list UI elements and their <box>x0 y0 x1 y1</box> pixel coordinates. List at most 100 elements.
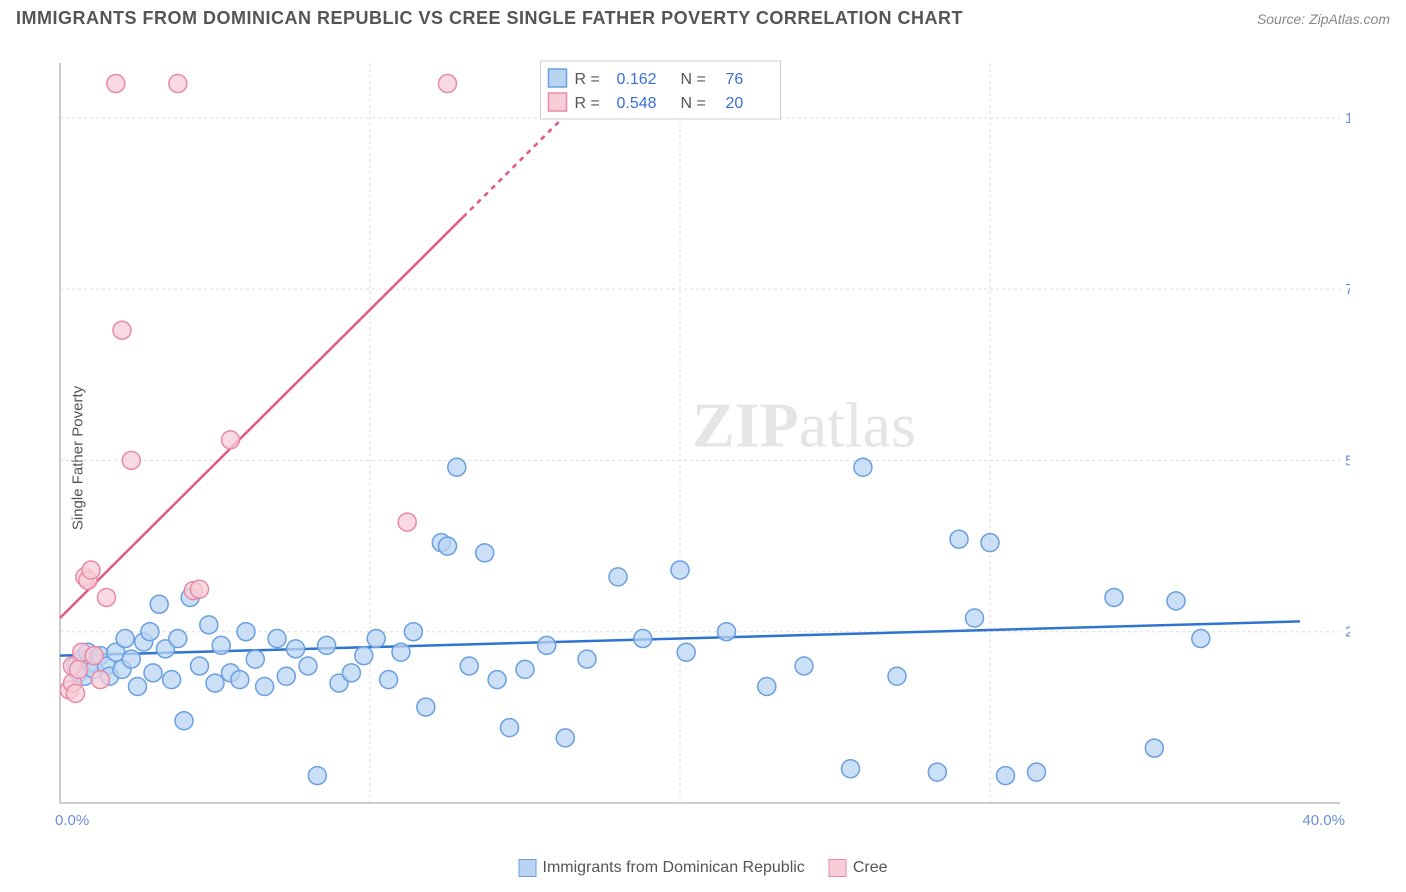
data-point <box>169 630 187 648</box>
source-attribution: Source: ZipAtlas.com <box>1257 11 1390 27</box>
legend-swatch <box>549 93 567 111</box>
data-point <box>318 636 336 654</box>
data-point <box>206 674 224 692</box>
data-point <box>981 534 999 552</box>
data-point <box>367 630 385 648</box>
data-point <box>212 636 230 654</box>
data-point <box>1028 763 1046 781</box>
data-point <box>342 664 360 682</box>
chart-title: IMMIGRANTS FROM DOMINICAN REPUBLIC VS CR… <box>16 8 963 29</box>
data-point <box>501 719 519 737</box>
data-point <box>1167 592 1185 610</box>
data-point <box>82 561 100 579</box>
data-point <box>1192 630 1210 648</box>
legend-r-value: 0.548 <box>617 95 657 112</box>
legend-item: Immigrants from Dominican Republic <box>519 859 805 877</box>
data-point <box>677 643 695 661</box>
data-point <box>795 657 813 675</box>
data-point <box>578 650 596 668</box>
legend-n-value: 76 <box>726 71 744 88</box>
scatter-plot: ZIPatlas 25.0% 50.0% 75.0% 100.0% 0.0% 40.0% R … <box>50 43 1350 833</box>
data-point <box>966 609 984 627</box>
data-point <box>842 760 860 778</box>
data-point <box>122 451 140 469</box>
y-tick-label: 25.0% <box>1345 624 1350 641</box>
data-point <box>70 660 88 678</box>
data-point <box>287 640 305 658</box>
data-point <box>380 671 398 689</box>
legend-r-label: R = <box>575 71 600 88</box>
data-point <box>107 75 125 93</box>
data-point <box>488 671 506 689</box>
data-point <box>671 561 689 579</box>
legend-n-label: N = <box>681 95 706 112</box>
data-point <box>718 623 736 641</box>
legend-r-label: R = <box>575 95 600 112</box>
data-point <box>175 712 193 730</box>
data-point <box>392 643 410 661</box>
data-point <box>404 623 422 641</box>
data-point <box>129 678 147 696</box>
data-point <box>113 321 131 339</box>
data-point <box>355 647 373 665</box>
data-point <box>634 630 652 648</box>
y-tick-label: 50.0% <box>1345 452 1350 469</box>
data-point <box>417 698 435 716</box>
data-point <box>1145 739 1163 757</box>
legend-r-value: 0.162 <box>617 71 657 88</box>
data-point <box>163 671 181 689</box>
y-tick-label: 100.0% <box>1345 110 1350 127</box>
data-point <box>516 660 534 678</box>
data-point <box>141 623 159 641</box>
legend-label: Cree <box>853 859 888 876</box>
data-point <box>150 595 168 613</box>
data-point <box>91 671 109 689</box>
data-point <box>237 623 255 641</box>
data-point <box>398 513 416 531</box>
data-point <box>200 616 218 634</box>
data-point <box>144 664 162 682</box>
x-tick-label: 0.0% <box>55 812 89 829</box>
legend-item: Cree <box>829 859 888 877</box>
y-tick-label: 75.0% <box>1345 281 1350 298</box>
legend-label: Immigrants from Dominican Republic <box>543 859 805 876</box>
data-point <box>950 530 968 548</box>
legend-n-label: N = <box>681 71 706 88</box>
data-point <box>758 678 776 696</box>
data-point <box>997 767 1015 785</box>
data-point <box>439 537 457 555</box>
x-tick-label: 40.0% <box>1302 812 1345 829</box>
data-point <box>122 650 140 668</box>
data-point <box>169 75 187 93</box>
data-point <box>231 671 249 689</box>
data-point <box>928 763 946 781</box>
data-point <box>67 684 85 702</box>
data-point <box>191 657 209 675</box>
data-point <box>222 431 240 449</box>
watermark: ZIPatlas <box>692 390 916 461</box>
data-point <box>299 657 317 675</box>
data-point <box>556 729 574 747</box>
data-point <box>191 580 209 598</box>
legend-swatch <box>829 859 847 877</box>
data-point <box>888 667 906 685</box>
data-point <box>308 767 326 785</box>
data-point <box>854 458 872 476</box>
data-point <box>538 636 556 654</box>
data-point <box>85 647 103 665</box>
data-point <box>609 568 627 586</box>
data-point <box>98 588 116 606</box>
data-point <box>116 630 134 648</box>
data-point <box>476 544 494 562</box>
data-point <box>256 678 274 696</box>
data-point <box>448 458 466 476</box>
data-point <box>1105 588 1123 606</box>
data-point <box>439 75 457 93</box>
bottom-legend: Immigrants from Dominican Republic Cree <box>519 859 888 877</box>
chart-container: Single Father Poverty ZIPatlas25.0%50.0%… <box>0 33 1406 883</box>
legend-swatch <box>519 859 537 877</box>
data-point <box>277 667 295 685</box>
header: IMMIGRANTS FROM DOMINICAN REPUBLIC VS CR… <box>0 0 1406 33</box>
legend-n-value: 20 <box>726 95 744 112</box>
data-point <box>460 657 478 675</box>
